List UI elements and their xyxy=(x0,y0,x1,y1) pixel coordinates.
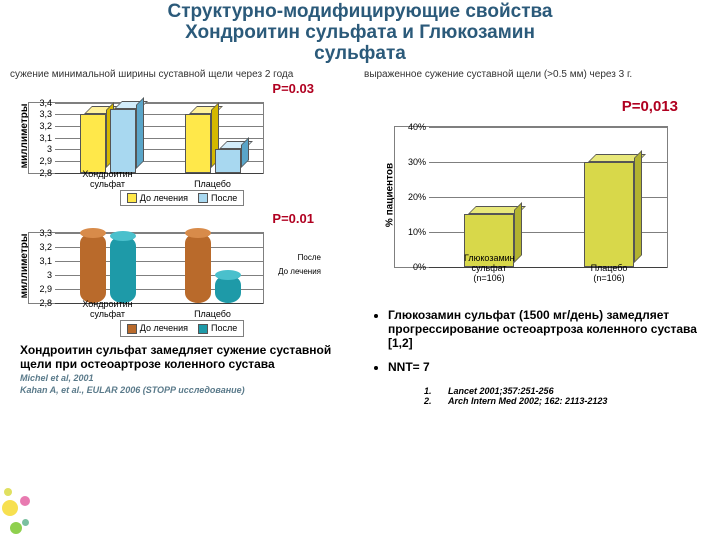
chart1-legend: До леченияПосле xyxy=(120,190,244,207)
right-column: выраженное сужение суставной щели (>0.5 … xyxy=(364,69,708,406)
title-line-2: Хондроитин сульфата и Глюкозамин xyxy=(185,22,535,43)
chart1: миллиметры3,43,33,23,132,92,8Хондроитин … xyxy=(10,98,354,174)
chart3-pvalue: P=0,013 xyxy=(622,98,678,115)
chart3: % пациентов40%30%20%10%0%Глюкозамин суль… xyxy=(376,122,708,268)
left-column: сужение минимальной ширины суставной щел… xyxy=(10,69,354,406)
chart2-pvalue: P=0.01 xyxy=(272,211,314,226)
right-caption: выраженное сужение суставной щели (>0.5 … xyxy=(364,69,708,80)
right-references: 1.Lancet 2001;357:251-2562.Arch Intern M… xyxy=(364,386,708,406)
reference-item: 2.Arch Intern Med 2002; 162: 2113-2123 xyxy=(364,396,708,406)
title-line-3: сульфата xyxy=(314,43,406,64)
right-bullets: Глюкозамин сульфат (1500 мг/день) замедл… xyxy=(364,308,708,374)
title-line-1: Структурно-модифицирующие свойства xyxy=(168,1,553,22)
reference-item: 1.Lancet 2001;357:251-256 xyxy=(364,386,708,396)
bullet-item: NNT= 7 xyxy=(388,360,708,374)
left-conclusion: Хондроитин сульфат замедляет сужение сус… xyxy=(10,337,354,371)
left-cite-2: Kahan A, et al., EULAR 2006 (STOPP иссле… xyxy=(10,383,354,397)
slide-title: Структурно-модифицирующие свойства Хондр… xyxy=(0,0,720,65)
chart2: миллиметры3,33,23,132,92,8Хондроитин сул… xyxy=(10,228,354,304)
chart1-pvalue: P=0.03 xyxy=(272,81,314,96)
left-caption: сужение минимальной ширины суставной щел… xyxy=(10,69,354,80)
bullet-item: Глюкозамин сульфат (1500 мг/день) замедл… xyxy=(388,308,708,350)
chart2-legend: До леченияПосле xyxy=(120,320,244,337)
